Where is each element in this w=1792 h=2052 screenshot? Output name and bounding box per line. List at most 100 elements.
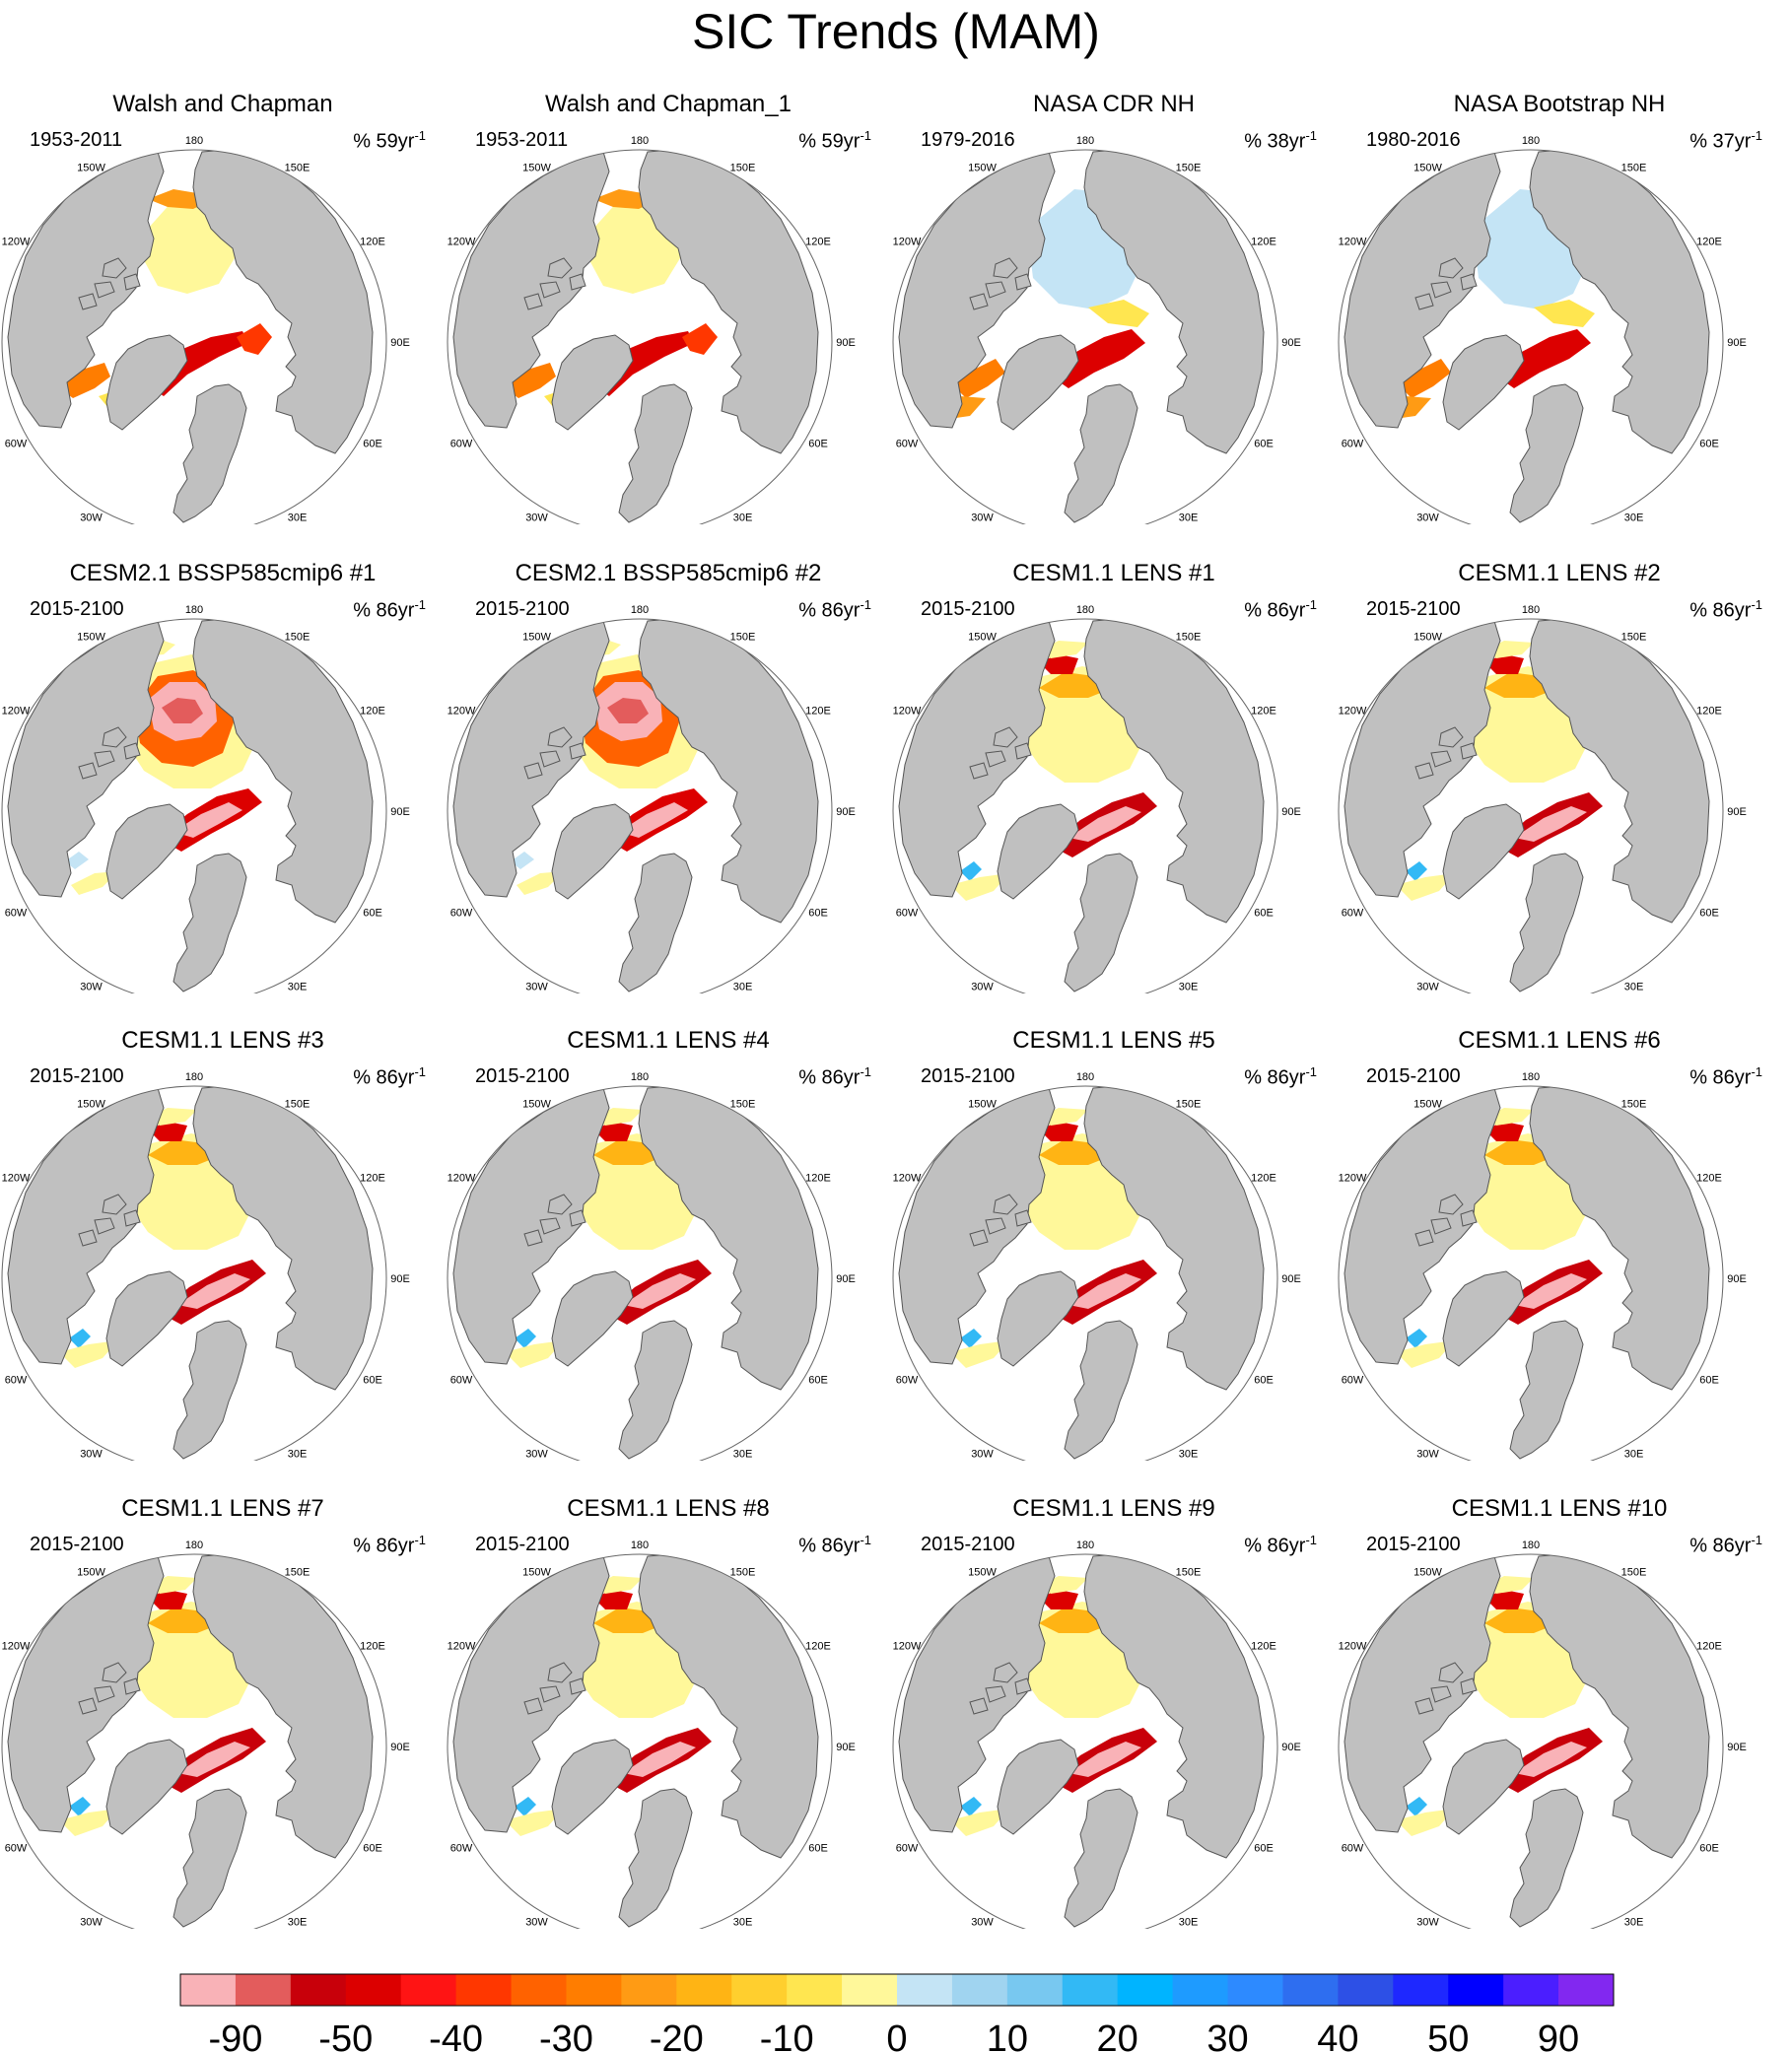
sic-trend-region (148, 1590, 187, 1609)
land-mass (452, 620, 610, 898)
sic-trend-region (1039, 1590, 1078, 1609)
land-mass (898, 620, 1056, 898)
map-panel: 180150E120E90E60E30E030W60W90W120W150WCE… (1337, 560, 1782, 993)
land-mass (1064, 853, 1138, 992)
sic-trend-region (950, 359, 1005, 398)
land-mass (523, 293, 543, 310)
longitude-label: 120W (1339, 1641, 1367, 1653)
panel-period: 2015-2100 (475, 1534, 570, 1555)
sic-trend-region (1406, 1329, 1427, 1348)
sic-trend-region (69, 1797, 91, 1816)
longitude-label: 150W (522, 1098, 551, 1110)
units-exponent: -1 (1305, 1064, 1317, 1079)
longitude-label: 120W (1339, 237, 1367, 248)
sic-trend-region (1068, 806, 1141, 842)
longitude-label: 30W (525, 982, 548, 993)
colorbar-swatch (1503, 1974, 1559, 2006)
longitude-label: 180 (1076, 1071, 1094, 1083)
sic-trend-region (148, 1122, 187, 1141)
longitude-label: 180 (1076, 135, 1094, 147)
map-border (892, 1085, 1278, 1461)
units-text: % 86yr (353, 1535, 415, 1557)
colorbar-swatch (951, 1974, 1008, 2006)
panel-units: % 38yr-1 (1244, 124, 1317, 154)
panel-period: 1979-2016 (921, 129, 1015, 151)
longitude-label: 60W (5, 439, 28, 450)
units-text: % 38yr (1244, 130, 1306, 153)
colorbar-swatch (1558, 1974, 1615, 2006)
longitude-label: 30W (1416, 982, 1439, 993)
longitude-label: 120W (893, 1173, 922, 1185)
longitude-label: 150E (1176, 1566, 1202, 1578)
panel-units: % 86yr-1 (1689, 593, 1762, 623)
colorbar-swatch (511, 1974, 567, 2006)
map-panel: 180150E120E90E60E30E030W60W90W120W150WCE… (446, 1027, 891, 1461)
longitude-label: 120W (893, 1641, 922, 1653)
longitude-label: 30E (1179, 513, 1199, 524)
colorbar-swatch (290, 1974, 347, 2006)
colorbar-label: 20 (1097, 2018, 1138, 2052)
land-mass (638, 150, 819, 454)
units-text: % 86yr (1244, 599, 1306, 622)
land-mass (192, 1554, 374, 1859)
sic-trend-region (69, 1329, 91, 1348)
longitude-label: 150W (1413, 162, 1442, 173)
longitude-label: 90E (390, 337, 410, 349)
land-mass (898, 1555, 1056, 1833)
sic-trend-region (1396, 1340, 1455, 1368)
longitude-label: 150W (522, 631, 551, 643)
units-exponent: -1 (414, 1064, 426, 1079)
units-exponent: -1 (1305, 128, 1317, 143)
longitude-label: 180 (631, 135, 649, 147)
land-mass (969, 1229, 989, 1247)
longitude-label: 180 (1076, 604, 1094, 616)
longitude-label: 60W (1342, 439, 1364, 450)
land-mass (1064, 383, 1138, 523)
land-mass (997, 1270, 1079, 1367)
map-panel: 180150E120E90E60E30E030W60W90W120W150WCE… (0, 1027, 446, 1461)
polar-map: 180150E120E90E60E30E030W60W90W120W150W (1, 1539, 410, 1929)
longitude-label: 60W (450, 1843, 473, 1855)
longitude-label: 180 (185, 604, 203, 616)
sic-trend-region (960, 1329, 982, 1348)
land-mass (123, 1677, 141, 1695)
panel-units: % 86yr-1 (353, 1060, 426, 1090)
land-mass (969, 1697, 989, 1715)
colorbar-label: -50 (318, 2018, 373, 2052)
longitude-label: 30E (733, 982, 753, 993)
longitude-label: 30E (1179, 1449, 1199, 1461)
longitude-label: 180 (185, 1071, 203, 1083)
longitude-label: 120E (805, 1173, 831, 1185)
units-text: % 86yr (1689, 1535, 1752, 1557)
panel-units: % 86yr-1 (1689, 1060, 1762, 1090)
units-text: % 86yr (1244, 1066, 1306, 1089)
longitude-label: 30E (1624, 982, 1644, 993)
panel-units: % 59yr-1 (798, 124, 871, 154)
longitude-label: 90E (836, 1273, 856, 1285)
longitude-label: 60W (5, 908, 28, 920)
units-text: % 86yr (798, 599, 861, 622)
colorbar-swatch (1393, 1974, 1449, 2006)
longitude-label: 90E (390, 1742, 410, 1753)
colorbar-swatch (1338, 1974, 1394, 2006)
land-mass (1064, 1320, 1138, 1460)
units-text: % 86yr (1244, 1535, 1306, 1557)
land-mass (1014, 1677, 1032, 1695)
panel-title: Walsh and Chapman_1 (545, 91, 792, 117)
longitude-label: 150W (77, 162, 105, 173)
map-panel: 180150E120E90E60E30E030W60W90W120W150WCE… (446, 560, 891, 993)
land-mass (547, 1662, 573, 1683)
longitude-label: 60W (1342, 1375, 1364, 1387)
panel-units: % 86yr-1 (1244, 593, 1317, 623)
units-exponent: -1 (860, 1064, 871, 1079)
colorbar-swatch (731, 1974, 788, 2006)
colorbar-swatch (455, 1974, 513, 2006)
land-mass (985, 281, 1006, 299)
land-mass (94, 1217, 115, 1235)
colorbar-swatch (787, 1974, 843, 2006)
colorbar-label: -20 (650, 2018, 704, 2052)
land-mass (1014, 273, 1032, 291)
land-mass (7, 1555, 165, 1833)
colorbar-swatch (235, 1974, 292, 2006)
land-mass (993, 726, 1018, 748)
